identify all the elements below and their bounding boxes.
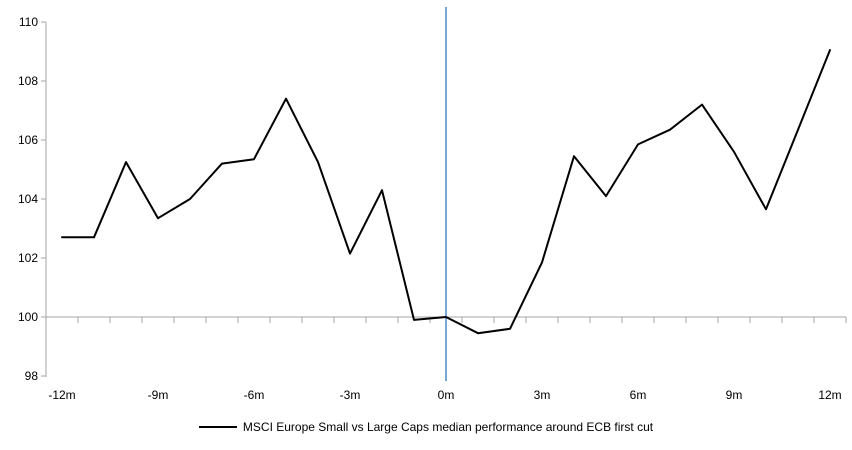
x-tick-label: -12m: [48, 388, 75, 402]
x-tick-label: -3m: [340, 388, 361, 402]
series-line: [61, 49, 831, 335]
x-tick-label: 3m: [534, 388, 551, 402]
x-tick-label: 0m: [438, 388, 455, 402]
x-tick-label: -9m: [148, 388, 169, 402]
y-axis: [41, 21, 47, 377]
y-tick-label: 100: [18, 310, 38, 324]
x-tick-label: -6m: [244, 388, 265, 402]
y-tick-label: 98: [25, 369, 39, 383]
legend-line-swatch: [198, 426, 237, 428]
legend: MSCI Europe Small vs Large Caps median p…: [0, 419, 852, 435]
y-tick-label: 110: [19, 15, 38, 29]
legend-label: MSCI Europe Small vs Large Caps median p…: [242, 420, 654, 434]
y-tick-label: 108: [18, 74, 38, 88]
y-axis-labels: 98 100 102 104 106 108 110: [18, 15, 38, 383]
y-tick-label: 102: [18, 251, 38, 265]
x-tick-label: 9m: [726, 388, 743, 402]
x-tick-label: 12m: [818, 388, 841, 402]
x-tick-label: 6m: [630, 388, 647, 402]
y-tick-label: 106: [18, 133, 38, 147]
x-axis-labels: -12m -9m -6m -3m 0m 3m 6m 9m 12m: [48, 388, 841, 402]
y-tick-label: 104: [18, 192, 38, 206]
